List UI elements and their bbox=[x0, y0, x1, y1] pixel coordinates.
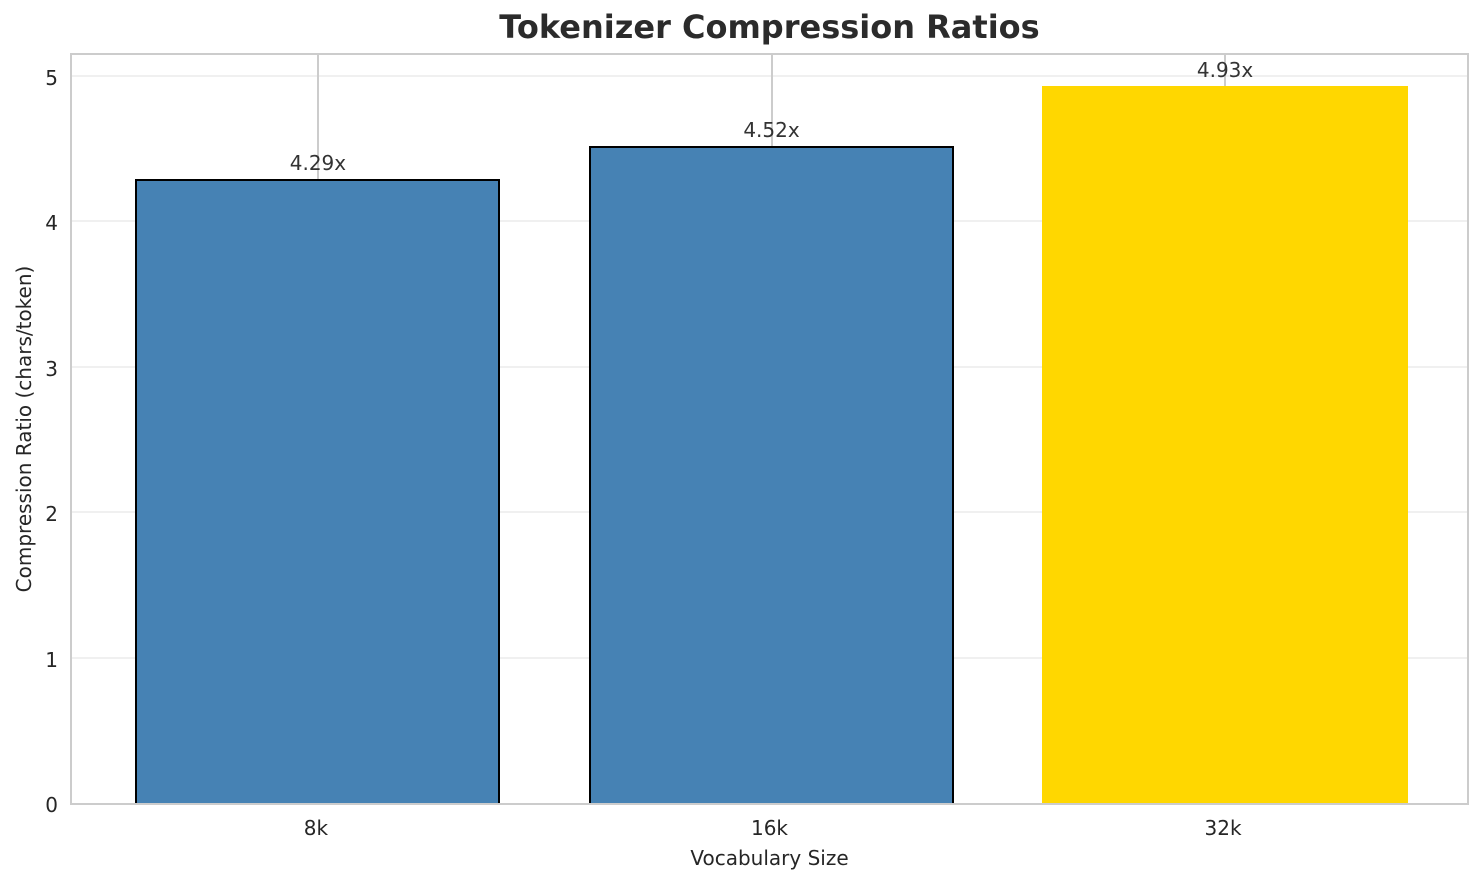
bar-value-label: 4.93x bbox=[1196, 57, 1254, 82]
y-tick-label: 5 bbox=[45, 65, 58, 90]
bar-value-label: 4.29x bbox=[289, 151, 347, 175]
y-tick-label: 1 bbox=[45, 647, 58, 672]
plot-area: 4.29x 4.52x 4.93x bbox=[70, 53, 1469, 805]
chart-title: Tokenizer Compression Ratios bbox=[499, 8, 1040, 46]
x-tick-label: 16k bbox=[750, 816, 789, 840]
bar-32k bbox=[1042, 85, 1408, 803]
x-axis-label: Vocabulary Size bbox=[690, 846, 849, 870]
y-axis-label: Compression Ratio (chars/token) bbox=[12, 265, 36, 593]
y-tick-label: 4 bbox=[45, 211, 58, 236]
gridline-horizontal bbox=[72, 74, 1467, 77]
y-tick-label: 3 bbox=[45, 356, 58, 381]
bar-16k bbox=[588, 145, 955, 803]
y-tick-label: 0 bbox=[45, 793, 58, 817]
bar-8k bbox=[135, 179, 501, 803]
x-tick-label: 32k bbox=[1204, 816, 1242, 840]
bar-value-label: 4.52x bbox=[743, 117, 800, 142]
y-tick-label: 2 bbox=[45, 502, 58, 527]
x-tick-label: 8k bbox=[303, 816, 329, 840]
